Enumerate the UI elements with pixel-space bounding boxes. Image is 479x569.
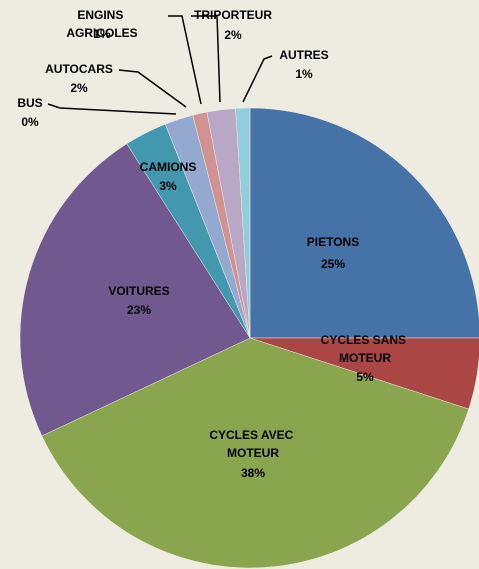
pie-slice — [19, 143, 251, 437]
slice-value-label: 1% — [295, 67, 313, 81]
slice-label: BUS — [17, 96, 42, 110]
slice-value-label: 0% — [21, 115, 39, 129]
slice-label: CYCLES SANS MOTEUR — [321, 333, 410, 365]
slice-label: AUTOCARS — [45, 62, 113, 76]
slice-label: CAMIONS — [140, 160, 197, 174]
slice-value-label: 2% — [70, 81, 88, 95]
slice-value-label: 2% — [224, 28, 242, 42]
slice-value-label: 23% — [127, 303, 151, 317]
slice-value-label: 5% — [356, 370, 374, 384]
leader-line — [191, 15, 221, 103]
labels: PIETONS 25% CYCLES SANS MOTEUR 5% CYCLES AVE… — [17, 8, 409, 480]
pie-slice — [235, 107, 251, 339]
pie — [19, 107, 479, 569]
leader-line — [168, 15, 202, 105]
pie-slice — [41, 337, 470, 569]
slice-label: CYCLES AVEC MOTEUR — [209, 428, 296, 460]
leader-line — [118, 69, 187, 108]
pie-slice — [249, 107, 479, 339]
slice-label: ENGINS AGRICOLES — [66, 8, 137, 40]
slice-value-label: 1% — [93, 27, 111, 41]
slice-value-label: 3% — [159, 179, 177, 193]
slice-value-label: 25% — [321, 257, 345, 271]
slice-label: PIETONS — [307, 235, 359, 249]
slice-label: AUTRES — [279, 48, 328, 62]
slice-label: TRIPORTEUR — [194, 8, 272, 22]
slice-label: VOITURES — [108, 284, 169, 298]
leader-line — [47, 103, 177, 115]
slice-value-label: 38% — [241, 466, 265, 480]
leader-line — [242, 55, 273, 103]
